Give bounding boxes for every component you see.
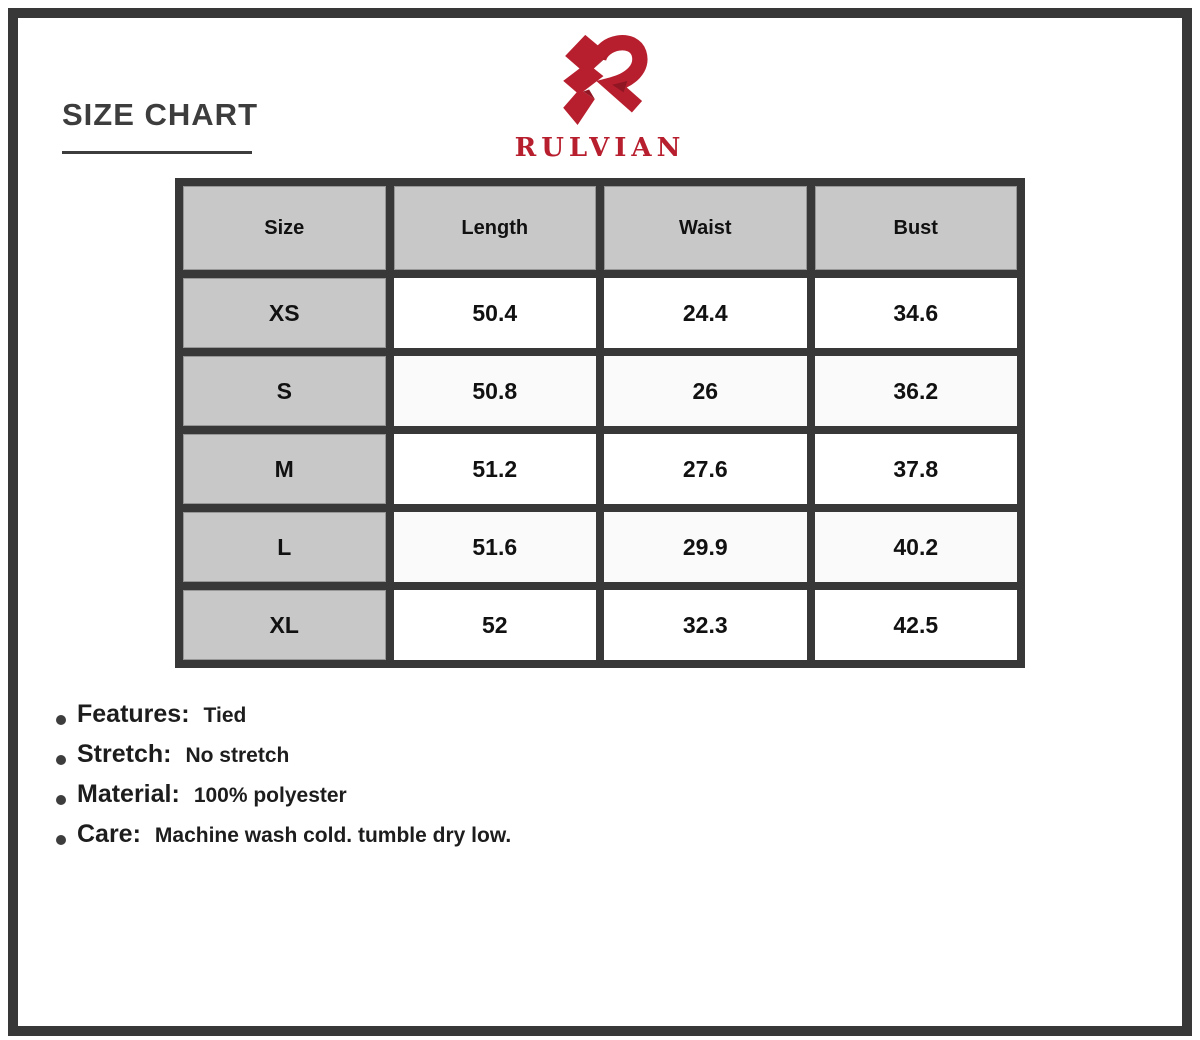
title-underline [62, 151, 252, 154]
detail-item-care: Care: Machine wash cold. tumble dry low. [56, 820, 511, 860]
detail-value: 100% polyester [193, 784, 347, 807]
header-cell-length: Length [393, 186, 596, 270]
waist-cell-l: 29.9 [604, 512, 807, 582]
size-cell-l: L [183, 512, 386, 582]
detail-value: Machine wash cold. tumble dry low. [154, 824, 512, 847]
bust-cell-xl: 42.5 [814, 590, 1017, 660]
bullet-icon [56, 795, 66, 805]
waist-cell-m: 27.6 [604, 434, 807, 504]
bullet-icon [56, 715, 66, 725]
detail-label: Material: [77, 780, 180, 808]
length-cell-l: 51.6 [393, 512, 596, 582]
size-cell-m: M [183, 434, 386, 504]
page-title: SIZE CHART [62, 97, 258, 132]
detail-item-stretch: Stretch: No stretch [56, 740, 511, 780]
detail-list: Features: Tied Stretch: No stretch Mater… [56, 700, 511, 860]
length-cell-xl: 52 [393, 590, 596, 660]
detail-item-material: Material: 100% polyester [56, 780, 511, 820]
detail-label: Stretch: [77, 740, 172, 768]
bust-cell-xs: 34.6 [814, 278, 1017, 348]
detail-item-features: Features: Tied [56, 700, 511, 740]
waist-cell-xs: 24.4 [604, 278, 807, 348]
detail-value: No stretch [185, 744, 290, 767]
size-cell-xs: XS [183, 278, 386, 348]
length-cell-xs: 50.4 [393, 278, 596, 348]
bullet-icon [56, 835, 66, 845]
bust-cell-m: 37.8 [814, 434, 1017, 504]
detail-label: Care: [77, 820, 141, 848]
brand-logo-icon [563, 34, 648, 125]
size-table: Size Length Waist Bust XS 50.4 24.4 34.6… [175, 178, 1025, 668]
brand-wordmark: RULVIAN [514, 133, 686, 163]
size-cell-xl: XL [183, 590, 386, 660]
length-cell-s: 50.8 [393, 356, 596, 426]
size-cell-s: S [183, 356, 386, 426]
header-cell-bust: Bust [814, 186, 1017, 270]
detail-label: Features: [77, 700, 190, 728]
bust-cell-s: 36.2 [814, 356, 1017, 426]
header-cell-waist: Waist [604, 186, 807, 270]
waist-cell-xl: 32.3 [604, 590, 807, 660]
bullet-icon [56, 755, 66, 765]
length-cell-m: 51.2 [393, 434, 596, 504]
header-cell-size: Size [183, 186, 386, 270]
bust-cell-l: 40.2 [814, 512, 1017, 582]
detail-value: Tied [203, 704, 247, 727]
waist-cell-s: 26 [604, 356, 807, 426]
